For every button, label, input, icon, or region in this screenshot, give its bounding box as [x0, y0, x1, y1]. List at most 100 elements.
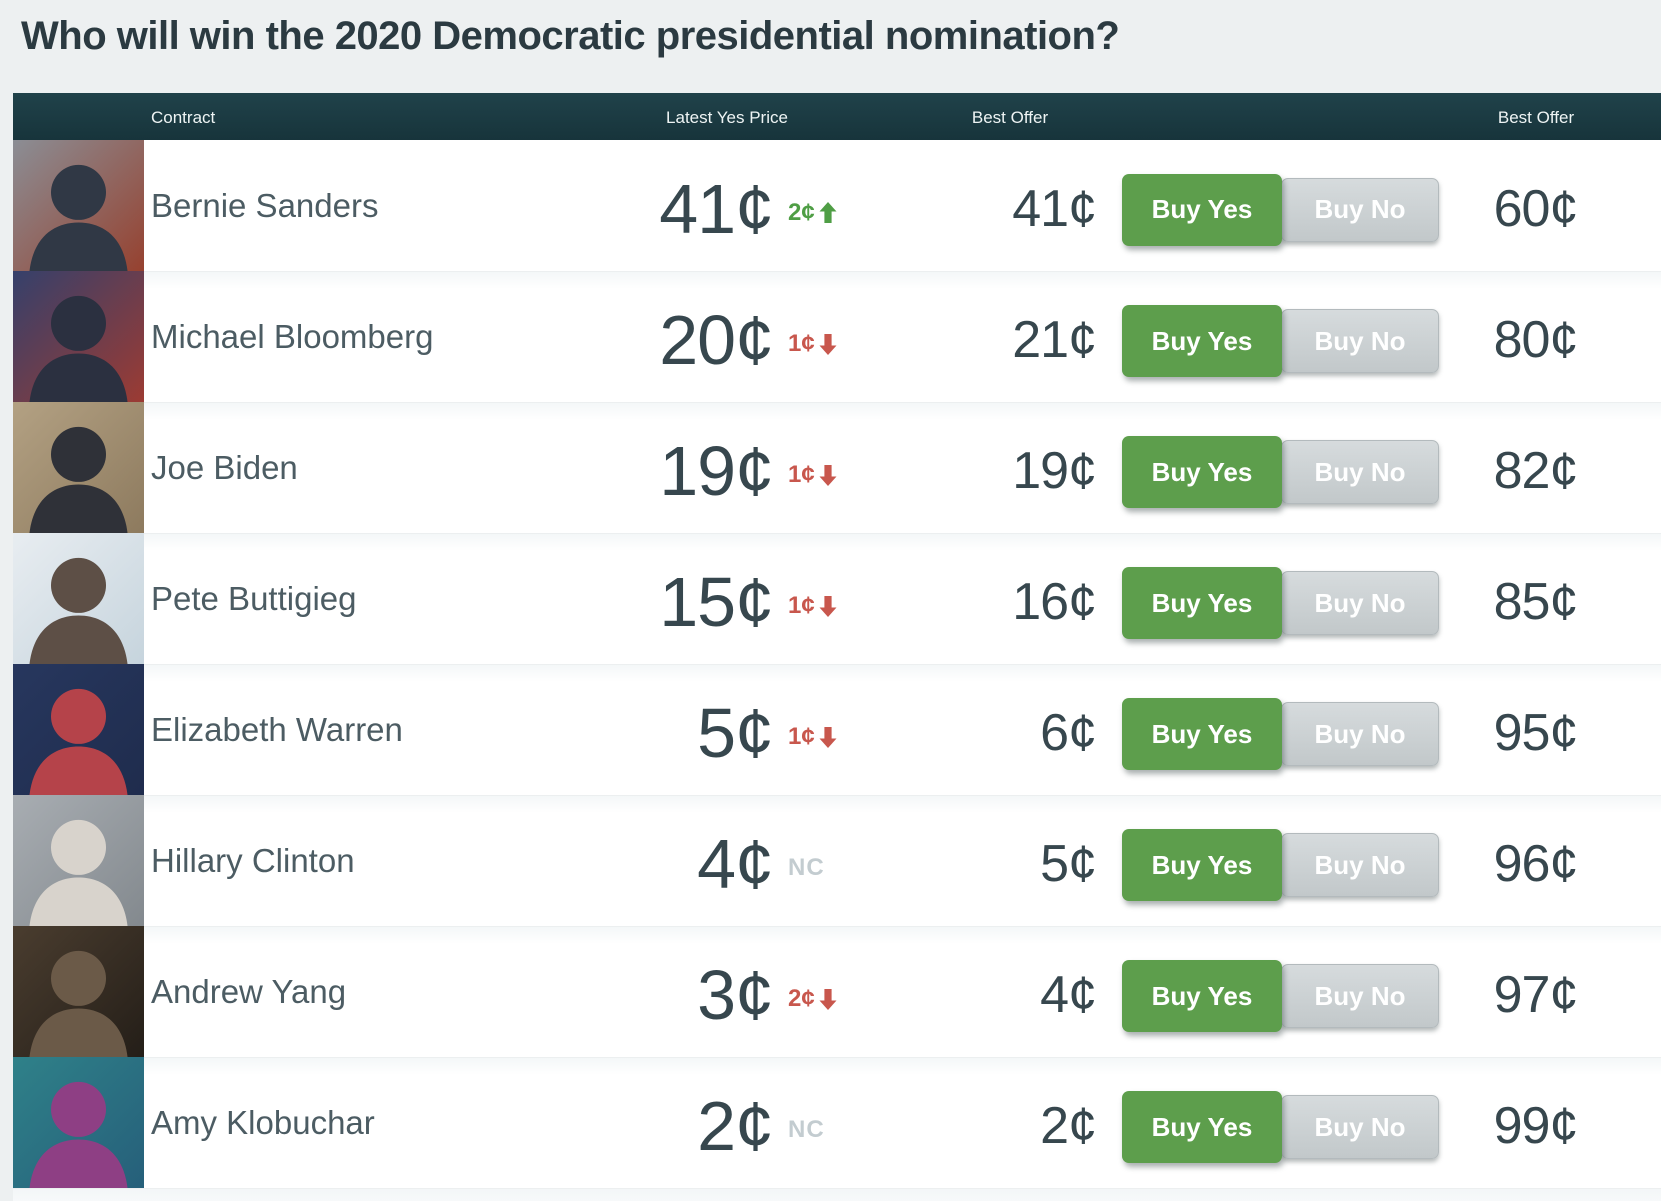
- candidate-name: Michael Bloomberg: [151, 318, 434, 355]
- buy-yes-button[interactable]: Buy Yes: [1122, 567, 1282, 639]
- trade-buttons: Buy Yes Buy No: [1096, 690, 1446, 770]
- price-change-amount: 1¢: [788, 723, 815, 750]
- buy-yes-button[interactable]: Buy Yes: [1122, 436, 1282, 508]
- person-silhouette-icon: [29, 819, 128, 926]
- best-offer-price: 21¢: [1012, 311, 1097, 369]
- candidate-photo: [13, 271, 144, 402]
- best-offer-2-price: 95¢: [1493, 704, 1579, 762]
- best-offer-2-price: 85¢: [1493, 573, 1579, 631]
- price-change: 1¢: [773, 316, 860, 358]
- person-silhouette-icon: [29, 295, 128, 402]
- latest-yes-price: 20¢: [659, 301, 774, 379]
- person-silhouette-icon: [29, 426, 128, 533]
- candidate-photo: [13, 664, 144, 795]
- contract-row: Joe Biden 19¢ 1¢ 19¢ Buy Yes Buy No 82¢: [13, 402, 1661, 533]
- contract-row: Amy Klobuchar 2¢ NC 2¢ Buy Yes Buy No 99…: [13, 1057, 1661, 1188]
- price-change-arrow-icon: [819, 333, 837, 355]
- price-change-amount: 2¢: [788, 198, 815, 226]
- contract-row: Michael Bloomberg 20¢ 1¢ 21¢ Buy Yes Buy…: [13, 271, 1661, 402]
- column-header-best-offer: Best Offer: [971, 108, 1049, 127]
- buy-no-button[interactable]: Buy No: [1281, 309, 1439, 373]
- price-change-arrow-icon: [819, 988, 837, 1010]
- buy-yes-button[interactable]: Buy Yes: [1122, 305, 1282, 377]
- person-silhouette-icon: [29, 164, 128, 271]
- buy-no-button[interactable]: Buy No: [1281, 702, 1439, 766]
- price-change-amount: 1¢: [788, 461, 815, 488]
- person-silhouette-icon: [29, 950, 128, 1057]
- buy-yes-button[interactable]: Buy Yes: [1122, 1091, 1282, 1163]
- trade-buttons: Buy Yes Buy No: [1096, 428, 1446, 508]
- latest-yes-price: 3¢: [697, 956, 774, 1034]
- candidate-photo: [13, 139, 144, 271]
- trade-buttons: Buy Yes Buy No: [1096, 1083, 1446, 1163]
- best-offer-price: 19¢: [1012, 442, 1097, 500]
- price-change-amount: 2¢: [788, 985, 815, 1012]
- buy-no-button[interactable]: Buy No: [1281, 964, 1439, 1028]
- best-offer-price: 16¢: [1012, 573, 1097, 631]
- price-change: NC: [773, 840, 860, 882]
- column-header-best-offer-2: Best Offer: [1497, 108, 1575, 127]
- table-body: Bernie Sanders 41¢ 2¢ 41¢ Buy Yes Buy No…: [13, 139, 1661, 1188]
- trade-buttons: Buy Yes Buy No: [1096, 952, 1446, 1032]
- buy-yes-button[interactable]: Buy Yes: [1122, 698, 1282, 770]
- candidate-photo: [13, 1057, 144, 1188]
- buy-no-button[interactable]: Buy No: [1281, 571, 1439, 635]
- price-change-amount: 1¢: [788, 330, 815, 357]
- trade-buttons: Buy Yes Buy No: [1096, 166, 1446, 246]
- latest-yes-price: 41¢: [659, 169, 774, 248]
- best-offer-2-price: 97¢: [1493, 966, 1579, 1024]
- candidate-name: Joe Biden: [151, 449, 298, 486]
- price-change: 1¢: [773, 709, 860, 751]
- contract-row: Elizabeth Warren 5¢ 1¢ 6¢ Buy Yes Buy No…: [13, 664, 1661, 795]
- person-silhouette-icon: [29, 1081, 128, 1188]
- price-change: 2¢: [773, 971, 860, 1013]
- best-offer-2-price: 99¢: [1493, 1097, 1579, 1155]
- candidate-name: Andrew Yang: [151, 973, 347, 1010]
- person-silhouette-icon: [29, 557, 128, 664]
- candidate-photo: [13, 402, 144, 533]
- contract-row: Pete Buttigieg 15¢ 1¢ 16¢ Buy Yes Buy No…: [13, 533, 1661, 664]
- price-change-arrow-icon: [819, 595, 837, 617]
- price-change-arrow-icon: [819, 726, 837, 748]
- latest-yes-price: 4¢: [697, 825, 774, 903]
- buy-yes-button[interactable]: Buy Yes: [1122, 173, 1282, 246]
- candidate-name: Elizabeth Warren: [151, 711, 403, 748]
- best-offer-price: 2¢: [1040, 1097, 1097, 1155]
- price-change-amount: NC: [788, 1116, 825, 1143]
- buy-yes-button[interactable]: Buy Yes: [1122, 960, 1282, 1032]
- price-change: NC: [773, 1102, 860, 1144]
- next-row-partial: [13, 1188, 1661, 1201]
- column-header-contract: Contract: [151, 108, 216, 127]
- contract-row: Hillary Clinton 4¢ NC 5¢ Buy Yes Buy No …: [13, 795, 1661, 926]
- best-offer-price: 4¢: [1040, 966, 1097, 1024]
- best-offer-2-price: 82¢: [1493, 442, 1579, 500]
- buy-yes-button[interactable]: Buy Yes: [1122, 829, 1282, 901]
- price-change: 2¢: [773, 185, 860, 227]
- buy-no-button[interactable]: Buy No: [1281, 833, 1439, 897]
- best-offer-2-price: 96¢: [1493, 835, 1579, 893]
- candidate-photo: [13, 795, 144, 926]
- candidate-photo: [13, 533, 144, 664]
- price-change-arrow-icon: [819, 464, 837, 486]
- best-offer-price: 5¢: [1040, 835, 1097, 893]
- page-title: Who will win the 2020 Democratic preside…: [21, 14, 1120, 58]
- candidate-name: Amy Klobuchar: [151, 1104, 375, 1141]
- contract-row: Bernie Sanders 41¢ 2¢ 41¢ Buy Yes Buy No…: [13, 139, 1661, 271]
- latest-yes-price: 15¢: [659, 563, 774, 641]
- table-header-row: Contract Latest Yes Price Best Offer Bes…: [13, 93, 1661, 140]
- buy-no-button[interactable]: Buy No: [1281, 1095, 1439, 1159]
- trade-buttons: Buy Yes Buy No: [1096, 821, 1446, 901]
- column-header-latest-yes-price: Latest Yes Price: [666, 108, 788, 127]
- latest-yes-price: 19¢: [659, 432, 774, 510]
- trade-buttons: Buy Yes Buy No: [1096, 297, 1446, 377]
- buy-no-button[interactable]: Buy No: [1281, 177, 1439, 242]
- best-offer-2-price: 60¢: [1493, 179, 1579, 238]
- best-offer-2-price: 80¢: [1493, 311, 1579, 369]
- candidate-name: Pete Buttigieg: [151, 580, 357, 617]
- buy-no-button[interactable]: Buy No: [1281, 440, 1439, 504]
- best-offer-price: 6¢: [1040, 704, 1097, 762]
- trade-buttons: Buy Yes Buy No: [1096, 559, 1446, 639]
- candidate-name: Hillary Clinton: [151, 842, 355, 879]
- latest-yes-price: 5¢: [697, 694, 774, 772]
- candidate-photo: [13, 926, 144, 1057]
